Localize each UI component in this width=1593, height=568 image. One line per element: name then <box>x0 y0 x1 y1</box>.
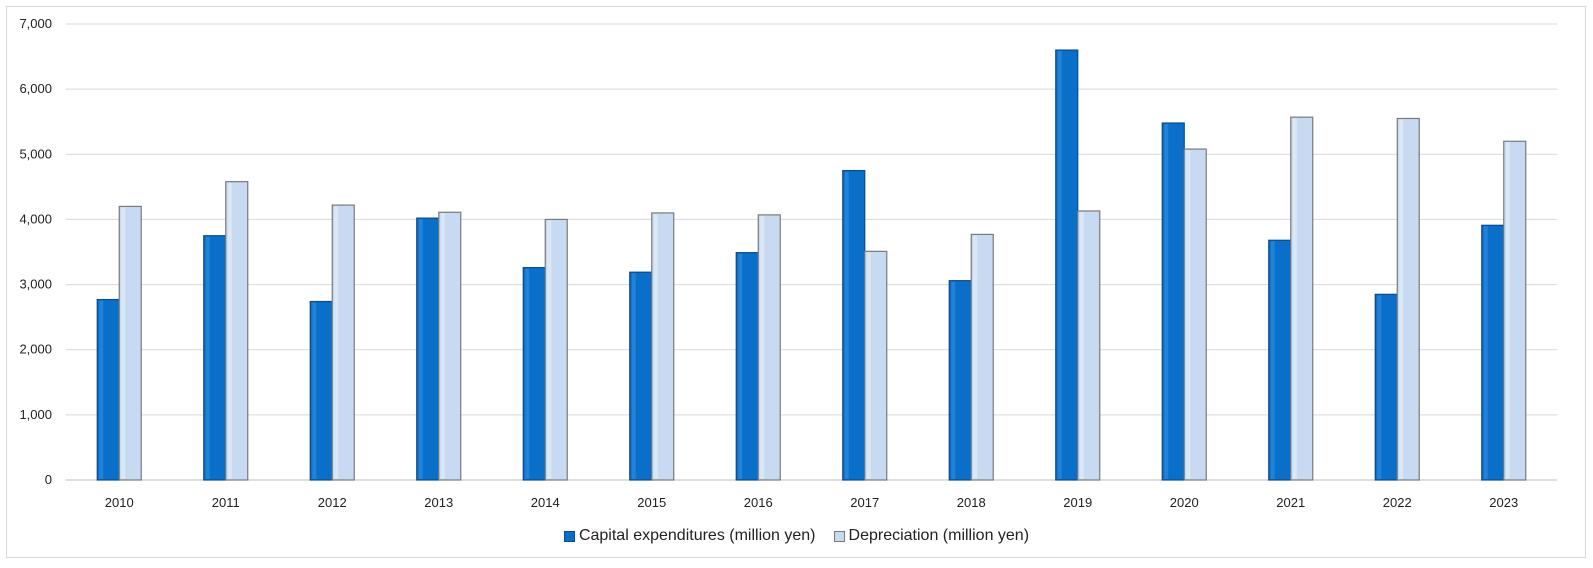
x-tick-label: 2020 <box>1170 495 1199 510</box>
x-tick-label: 2010 <box>105 495 134 510</box>
bar-capital-expenditures-highlight <box>312 302 317 479</box>
legend-swatch-capex <box>563 530 575 542</box>
x-tick-label: 2022 <box>1383 495 1412 510</box>
bar-depreciation-highlight <box>1399 119 1404 479</box>
bar-capital-expenditures-highlight <box>738 253 743 479</box>
bar-depreciation-highlight <box>334 206 339 479</box>
bar-capital-expenditures-highlight <box>844 171 849 480</box>
legend-item-capex: Capital expenditures (million yen) <box>563 527 816 545</box>
x-tick-label: 2019 <box>1063 495 1092 510</box>
x-tick-label: 2016 <box>744 495 773 510</box>
bar-depreciation-highlight <box>760 215 765 479</box>
bar-capital-expenditures-highlight <box>205 236 210 479</box>
legend-label-depreciation: Depreciation (million yen) <box>848 527 1030 544</box>
x-axis: 2010 2011 2012 2013 2014 2015 2016 2017 2018 2019… <box>105 495 1518 510</box>
bar-depreciation-highlight <box>1079 211 1084 479</box>
bar-depreciation-highlight <box>440 213 445 479</box>
y-tick-label: 5,000 <box>19 146 52 161</box>
bar-capital-expenditures-highlight <box>631 273 636 479</box>
x-tick-label: 2012 <box>318 495 347 510</box>
y-tick-label: 4,000 <box>19 211 52 226</box>
x-tick-label: 2011 <box>212 495 240 510</box>
bar-depreciation-highlight <box>1292 118 1297 479</box>
bar-depreciation-highlight <box>973 235 978 479</box>
x-tick-label: 2015 <box>637 495 666 510</box>
y-tick-label: 3,000 <box>19 277 52 292</box>
gridlines <box>66 23 1557 481</box>
x-tick-label: 2021 <box>1276 495 1305 510</box>
bar-capital-expenditures-highlight <box>951 281 956 479</box>
bar-capital-expenditures-highlight <box>1057 51 1062 480</box>
legend-item-depreciation: Depreciation (million yen) <box>833 527 1030 545</box>
x-tick-label: 2013 <box>424 495 453 510</box>
bar-depreciation-highlight <box>1505 142 1510 479</box>
x-tick-label: 2017 <box>850 495 879 510</box>
bar-depreciation-highlight <box>547 220 552 479</box>
bar-capital-expenditures-highlight <box>99 300 104 479</box>
y-tick-label: 6,000 <box>19 81 52 96</box>
bar-capital-expenditures-highlight <box>1270 241 1275 479</box>
bar-depreciation-highlight <box>121 207 126 479</box>
y-tick-label: 7,000 <box>19 16 52 31</box>
bar-depreciation-highlight <box>866 252 871 479</box>
y-axis: 0 1,000 2,000 3,000 4,000 5,000 6,000 7,000 <box>19 16 52 487</box>
legend-label-capex: Capital expenditures (million yen) <box>578 527 816 544</box>
bar-capital-expenditures-highlight <box>1377 295 1382 479</box>
y-tick-label: 2,000 <box>19 342 52 357</box>
bar-depreciation-highlight <box>653 213 658 479</box>
legend-swatch-depreciation <box>833 530 845 542</box>
y-tick-label: 1,000 <box>19 407 52 422</box>
bar-capital-expenditures-highlight <box>1164 124 1169 479</box>
bar-depreciation-highlight <box>227 182 232 479</box>
x-tick-label: 2014 <box>531 495 560 510</box>
chart-frame <box>6 6 1586 558</box>
x-tick-label: 2018 <box>957 495 986 510</box>
bars <box>96 49 1527 481</box>
x-tick-label: 2023 <box>1489 495 1518 510</box>
y-tick-label: 0 <box>45 472 52 487</box>
legend: Capital expenditures (million yen) Depre… <box>0 527 1593 545</box>
bar-capital-expenditures-highlight <box>525 268 530 479</box>
bar-capital-expenditures-highlight <box>418 219 423 479</box>
bar-depreciation-highlight <box>1186 150 1191 479</box>
bar-capital-expenditures-highlight <box>1483 226 1488 479</box>
